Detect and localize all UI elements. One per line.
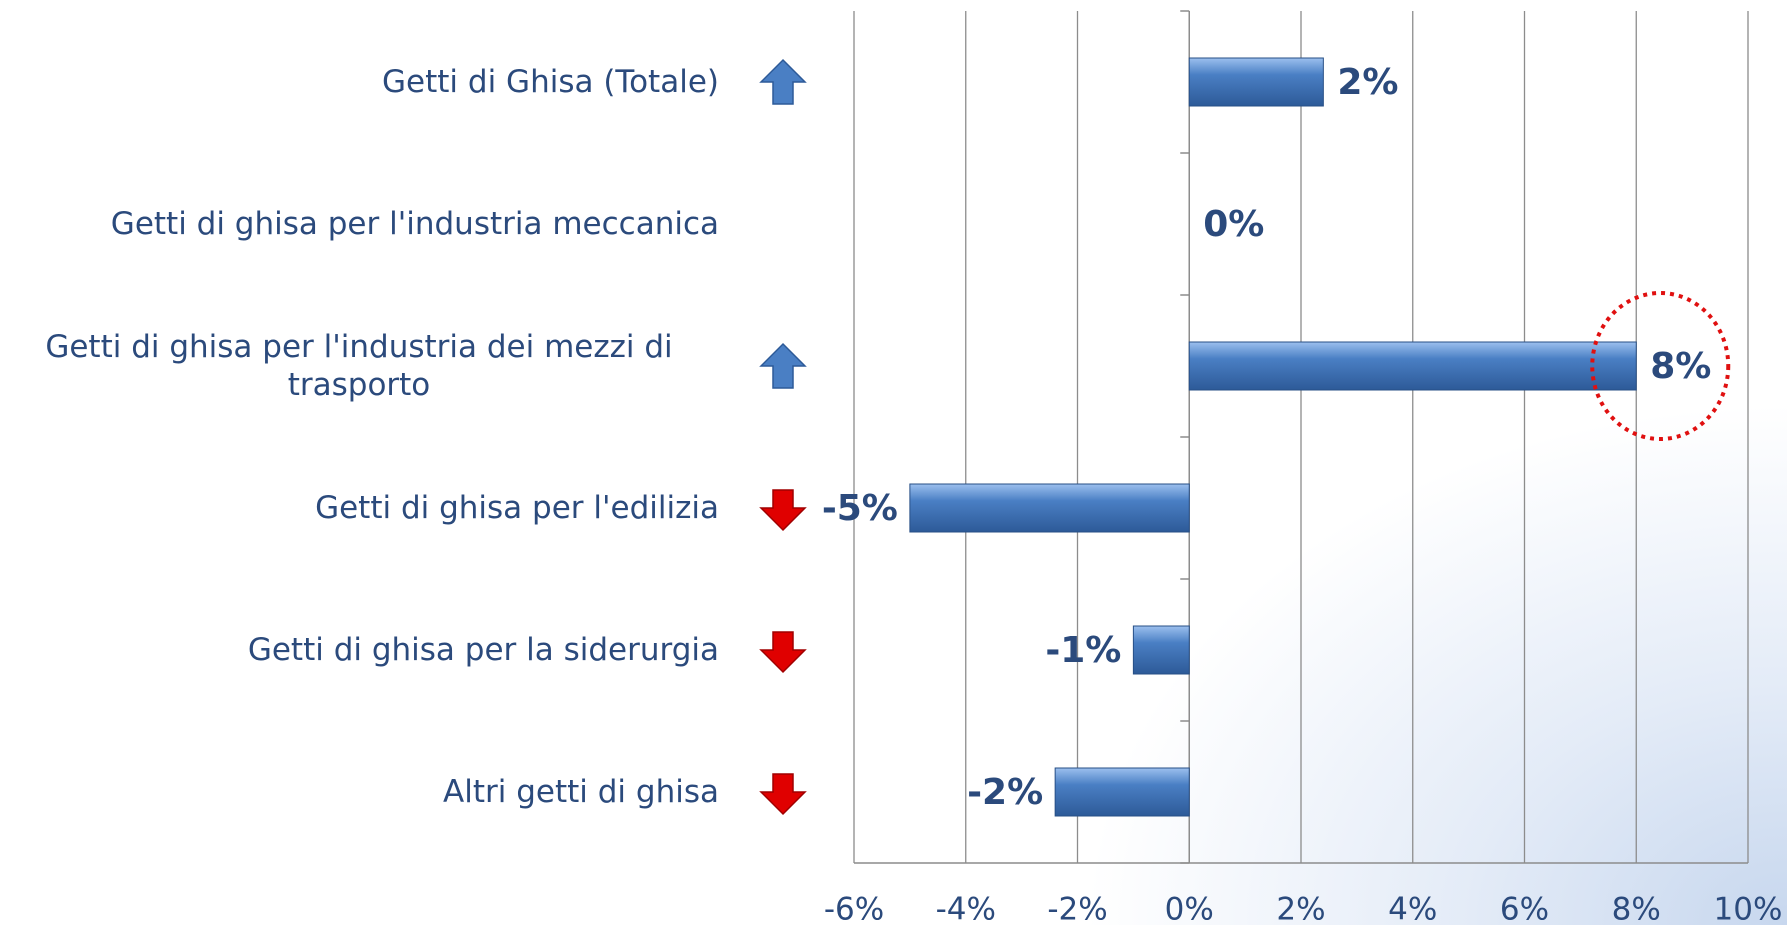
category-text: Getti di ghisa per l'industria meccanica (110, 206, 719, 242)
value-label: 0% (1203, 204, 1264, 245)
x-tick-label: 0% (1165, 892, 1214, 925)
value-label: -1% (1045, 630, 1121, 671)
x-tick-label: 4% (1388, 892, 1437, 925)
x-tick-label: -2% (1047, 892, 1107, 925)
category-label: Getti di Ghisa (Totale) (0, 63, 719, 101)
category-text: Getti di Ghisa (Totale) (382, 64, 719, 100)
category-text: Altri getti di ghisa (443, 774, 719, 810)
x-tick-label: -6% (824, 892, 884, 925)
arrow-up (759, 342, 807, 389)
x-tick-label: 2% (1276, 892, 1325, 925)
highlight-circle (1590, 291, 1731, 441)
category-label: Getti di ghisa per l'industria dei mezzi… (0, 328, 719, 404)
value-label: 2% (1337, 62, 1398, 103)
bar (909, 483, 1190, 533)
category-label: Getti di ghisa per l'industria meccanica (0, 205, 719, 243)
category-text: Getti di ghisa per l'edilizia (315, 490, 719, 526)
category-label: Getti di ghisa per la siderurgia (0, 631, 719, 669)
x-tick-label: 8% (1612, 892, 1661, 925)
value-label: 8% (1650, 346, 1711, 387)
value-label: -2% (967, 772, 1043, 813)
category-label: Getti di ghisa per l'edilizia (0, 489, 719, 527)
bar (1054, 767, 1190, 817)
bar (1132, 625, 1190, 675)
x-tick-label: 6% (1500, 892, 1549, 925)
x-tick-label: -4% (936, 892, 996, 925)
arrow-down (759, 773, 807, 816)
category-label: Altri getti di ghisa (0, 773, 719, 811)
arrow-up (759, 58, 807, 105)
bar (1188, 341, 1637, 391)
value-label: -5% (822, 488, 898, 529)
arrow-down (759, 631, 807, 674)
x-tick-label: 10% (1714, 892, 1783, 925)
category-text: Getti di ghisa per l'industria dei mezzi… (45, 329, 673, 403)
bar (1188, 57, 1324, 107)
arrow-down (759, 489, 807, 532)
category-text: Getti di ghisa per la siderurgia (247, 632, 719, 668)
